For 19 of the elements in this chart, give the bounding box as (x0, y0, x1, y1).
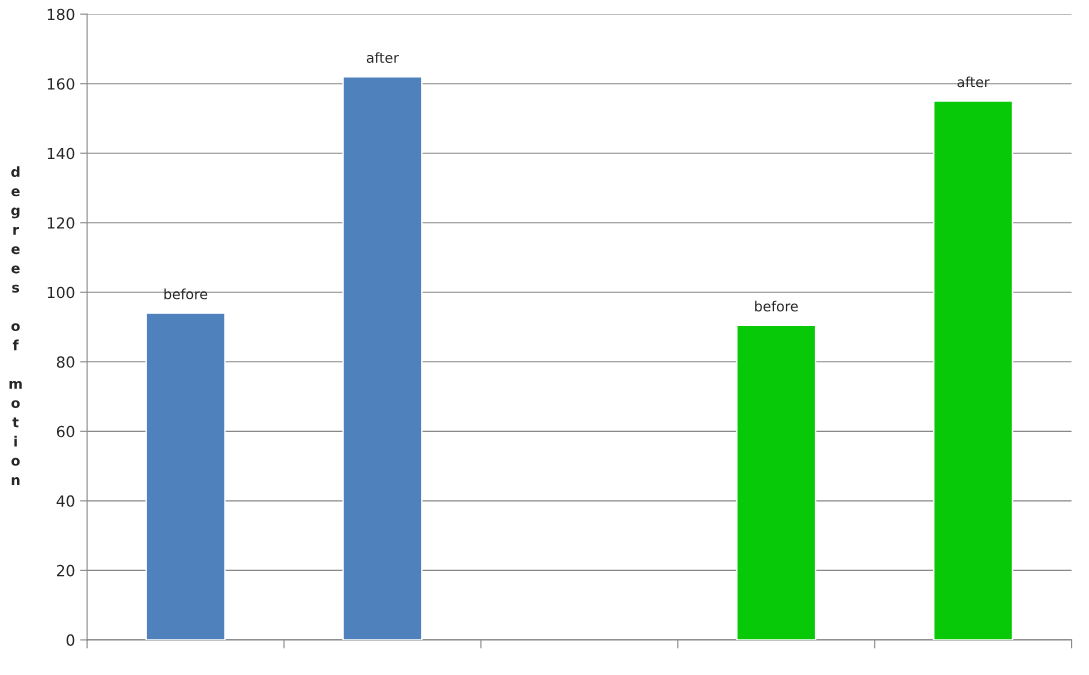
data-label: after (957, 76, 990, 88)
y-tick-label: 20 (56, 564, 75, 577)
bar (145, 312, 226, 640)
y-tick-label: 40 (56, 495, 75, 507)
bar (736, 324, 817, 640)
bar (342, 76, 423, 640)
data-label: before (755, 300, 798, 312)
y-tick-label: 80 (56, 356, 75, 368)
y-tick-label: 140 (47, 147, 75, 160)
text: degrees of motion (9, 166, 22, 485)
y-tick-label: 100 (47, 286, 75, 299)
data-label: after (366, 52, 399, 63)
y-tick-label: 180 (47, 8, 75, 21)
bar (933, 100, 1014, 640)
data-label: before (164, 288, 208, 300)
y-tick-label: 0 (66, 634, 75, 646)
y-tick-label: 160 (47, 78, 75, 90)
y-tick-label: 60 (56, 425, 75, 438)
y-tick-label: 120 (47, 217, 75, 229)
